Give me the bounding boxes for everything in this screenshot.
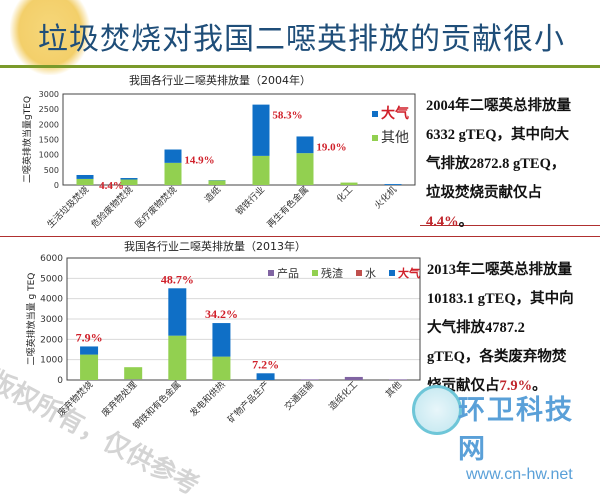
legend-swatch (372, 111, 378, 117)
bar-segment (124, 367, 142, 379)
legend-swatch (268, 270, 274, 276)
y-tick-label: 2500 (39, 105, 59, 114)
y-tick-label: 0 (57, 376, 63, 386)
x-tick-label: 钢铁行业 (233, 184, 267, 218)
x-tick-label: 废弃物处理 (99, 379, 139, 419)
y-tick-label: 500 (44, 166, 59, 175)
y-tick-label: 5000 (40, 274, 63, 284)
bar-segment (341, 183, 358, 185)
legend-swatch (372, 135, 378, 141)
percentage-annotation: 48.7% (161, 272, 194, 286)
legend-swatch (389, 270, 395, 276)
bar-segment (297, 153, 314, 185)
y-axis-label: 二噁英排放当量 g TEQ (25, 273, 37, 366)
legend-label: 残渣 (321, 266, 343, 280)
legend-label: 大气 (381, 105, 409, 122)
logo-url: www.cn-hw.net (466, 466, 600, 484)
x-tick-label: 再生有色金属 (264, 184, 311, 231)
bar-segment (165, 163, 182, 185)
legend-label: 产品 (277, 266, 299, 280)
percentage-annotation: 19.0% (316, 141, 346, 153)
x-tick-label: 造纸 (202, 184, 223, 205)
percentage-annotation: 4.4% (99, 180, 124, 192)
bar-segment (253, 156, 270, 185)
y-tick-label: 6000 (40, 254, 63, 264)
x-tick-label: 生活垃圾焚烧 (44, 184, 91, 231)
y-tick-label: 3000 (40, 315, 63, 325)
y-tick-label: 1500 (39, 136, 59, 145)
x-tick-label: 造纸化工 (326, 379, 360, 413)
y-tick-label: 1000 (40, 356, 63, 366)
legend-label: 水 (365, 267, 376, 280)
y-tick-label: 3000 (39, 90, 59, 99)
bar-segment (389, 379, 407, 380)
y-tick-label: 1000 (39, 151, 59, 160)
bar-segment (209, 180, 226, 185)
bar-segment (345, 377, 363, 380)
logo-name: 环卫科技网 (458, 388, 600, 466)
x-tick-label: 火化机 (372, 184, 400, 212)
x-tick-label: 发电和供热 (187, 379, 227, 419)
x-tick-label: 矿物产品生产 (225, 379, 272, 426)
y-axis-label: 二噁英排放当量gTEQ (21, 96, 33, 183)
bar-segment (212, 357, 230, 380)
percentage-annotation: 34.2% (205, 307, 238, 321)
legend-label: 其他 (381, 130, 409, 146)
bar-segment (257, 373, 275, 380)
percentage-annotation: 58.3% (272, 110, 302, 122)
plot-frame (63, 94, 415, 185)
chart-title: 我国各行业二噁英排放量（2004年） (129, 73, 311, 87)
globe-logo-icon (412, 385, 462, 435)
bar-segment (80, 355, 98, 380)
charts-canvas: 我国各行业二噁英排放量（2004年） 0 500 1000 1500 2000 2500 30… (0, 0, 600, 450)
chart-title: 我国各行业二噁英排放量（2013年） (124, 239, 306, 253)
bar-segment (168, 288, 186, 335)
legend-swatch (356, 270, 362, 276)
bar-segment (301, 379, 319, 380)
y-tick-label: 2000 (40, 335, 63, 345)
bar-segment (168, 336, 186, 380)
y-tick-label: 2000 (39, 120, 59, 129)
site-logo: 环卫科技网 www.cn-hw.net (458, 388, 600, 484)
x-tick-label: 交通运输 (282, 379, 316, 413)
bar-segment (212, 323, 230, 357)
y-tick-label: 4000 (40, 295, 63, 305)
x-tick-label: 其他 (383, 379, 404, 400)
percentage-annotation: 7.9% (76, 330, 103, 344)
bar-segment (77, 179, 94, 185)
percentage-annotation: 14.9% (184, 155, 214, 167)
bar-segment (297, 136, 314, 153)
legend-swatch (312, 270, 318, 276)
x-tick-label: 化工 (334, 184, 355, 205)
bar-segment (385, 184, 402, 185)
bar-segment (124, 379, 142, 380)
y-tick-label: 0 (54, 181, 59, 190)
bar-segment (165, 150, 182, 163)
percentage-annotation: 7.2% (252, 357, 279, 371)
legend-label: 大气 (398, 266, 420, 280)
x-tick-label: 医疗废物焚烧 (132, 184, 179, 231)
bar-segment (253, 105, 270, 156)
bar-segment (80, 346, 98, 354)
bar-segment (77, 175, 94, 179)
